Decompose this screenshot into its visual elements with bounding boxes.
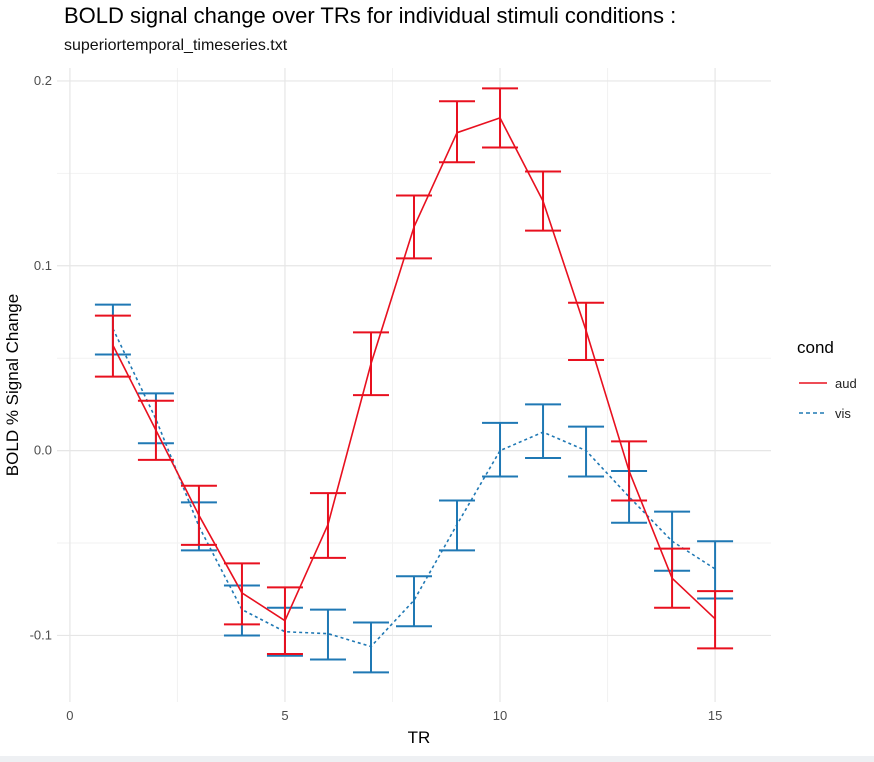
legend-label-vis: vis (835, 405, 851, 421)
chart-subtitle: superiortemporal_timeseries.txt (64, 37, 288, 54)
x-tick-label: 10 (493, 708, 507, 723)
legend-label-aud: aud (835, 375, 857, 391)
errorbar-vis (482, 421, 519, 478)
series-aud (94, 87, 734, 655)
minor-gridlines (57, 68, 771, 702)
errorbar-vis (309, 608, 346, 661)
errorbar-vis (697, 540, 734, 600)
legend-key-vis (799, 412, 827, 414)
errorbar-vis (352, 621, 389, 674)
series-vis (94, 303, 734, 674)
y-tick-label: -0.1 (30, 627, 52, 642)
series-layer (94, 87, 734, 674)
bottom-bar (0, 756, 874, 762)
errorbar-vis (396, 575, 432, 628)
x-tick-label: 0 (66, 708, 73, 723)
legend-item-vis: vis (797, 398, 857, 428)
legend-title: cond (797, 338, 834, 357)
y-tick-label: 0.1 (34, 258, 52, 273)
errorbar-aud (439, 100, 476, 164)
legend: cond aud vis (797, 338, 857, 428)
errorbar-aud (697, 590, 734, 650)
y-tick-labels: -0.1 0.0 0.1 0.2 (30, 73, 52, 643)
legend-key-aud (799, 382, 827, 384)
errorbar-vis (525, 403, 562, 460)
chart-title: BOLD signal change over TRs for individu… (64, 3, 677, 28)
x-axis-label: TR (408, 728, 431, 747)
series-line-aud (112, 117, 716, 622)
y-tick-label: 0.2 (34, 73, 52, 88)
x-tick-label: 15 (708, 708, 722, 723)
series-line-vis (112, 328, 716, 648)
y-axis-label: BOLD % Signal Change (3, 294, 22, 476)
x-tick-label: 5 (281, 708, 288, 723)
y-tick-label: 0.0 (34, 443, 52, 458)
x-tick-labels: 0 5 10 15 (66, 708, 722, 723)
legend-item-aud: aud (797, 368, 857, 398)
